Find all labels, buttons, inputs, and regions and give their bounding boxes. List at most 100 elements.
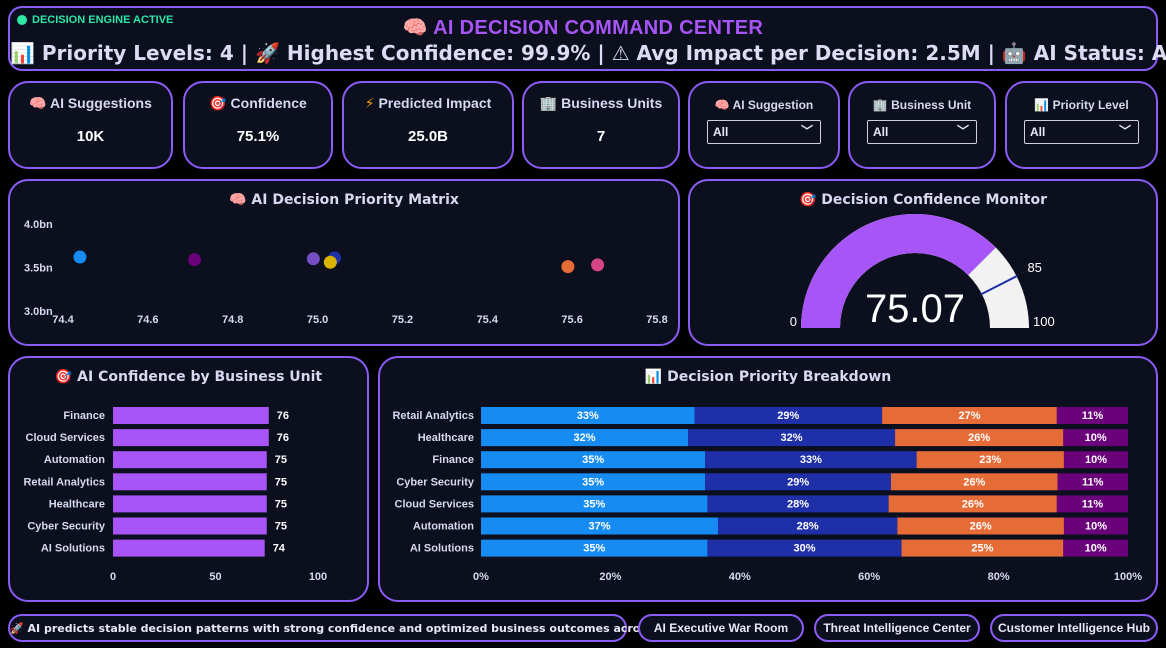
stacked-segment[interactable] [481,539,708,557]
nav-ai-executive-war-room[interactable]: AI Executive War Room [638,614,804,642]
scatter-point[interactable] [73,250,87,264]
stacked-segment[interactable] [707,495,889,513]
confidence-monitor-panel: 🎯 Decision Confidence Monitor 75.07 0 100 8… [688,179,1158,346]
category-label: Healthcare [49,498,105,510]
confidence-bar[interactable] [113,429,269,447]
stacked-segment[interactable] [1063,539,1128,557]
insight-banner: 🚀 AI predicts stable decision patterns w… [8,614,752,642]
x-tick-label: 0% [473,571,489,583]
category-label: Cyber Security [27,521,106,533]
nav-customer-intelligence-hub[interactable]: Customer Intelligence Hub [990,614,1158,642]
confidence-bar[interactable] [113,451,267,469]
segment-label: 33% [800,454,822,466]
page-subtitle: 📊 Priority Levels: 4 | 🚀 Highest Confide… [10,41,1166,65]
category-label: Retail Analytics [23,476,105,488]
stacked-segment[interactable] [481,517,719,535]
segment-label: 35% [583,543,605,555]
ai-suggestion-dropdown[interactable]: All ﹀ [707,120,821,144]
stacked-segment[interactable] [1063,517,1128,535]
segment-label: 11% [1082,410,1104,422]
stacked-segment[interactable] [707,539,902,557]
stacked-segment[interactable] [1056,495,1128,513]
x-tick-label: 75.0 [307,314,328,326]
building-icon: 🏢 [539,96,558,112]
stacked-segment[interactable] [897,517,1064,535]
scatter-point[interactable] [323,255,337,269]
stacked-segment[interactable] [481,429,689,447]
gauge-max-label: 100 [1033,314,1055,329]
confidence-bar[interactable] [113,517,267,535]
segment-label: 26% [962,498,984,510]
confidence-bar[interactable] [113,539,265,557]
stacked-segment[interactable] [890,473,1058,491]
segment-label: 35% [582,454,604,466]
stacked-segment[interactable] [916,451,1064,469]
scatter-point[interactable] [188,253,202,267]
chevron-down-icon: ﹀ [1118,124,1131,138]
category-label: Retail Analytics [392,410,474,422]
stacked-segment[interactable] [1057,473,1128,491]
lightning-icon: ⚡ [364,96,375,112]
business-unit-dropdown[interactable]: All ﹀ [867,120,977,144]
bar-value-label: 74 [273,543,286,555]
priority-breakdown-chart: Retail Analytics 33% 29% 27% 11% Healthcare 32… [392,407,1142,583]
segment-label: 33% [577,410,599,422]
bar-value-label: 75 [275,476,287,488]
stacked-segment[interactable] [481,473,706,491]
x-tick-label: 20% [599,571,621,583]
stacked-segment[interactable] [688,429,896,447]
stacked-segment[interactable] [888,495,1057,513]
kpi-card-predicted-impact: ⚡ Predicted Impact 25.0B [342,81,514,169]
stacked-segment[interactable] [1056,407,1128,424]
category-label: Healthcare [418,432,474,444]
kpi-label: Confidence [230,95,307,111]
dropdown-value: All [713,125,729,139]
filter-priority-level: 📊 Priority Level All ﹀ [1005,81,1158,169]
confidence-gauge: 75.07 0 100 85 [790,213,1055,331]
stacked-segment[interactable] [481,451,706,469]
filter-label: Business Unit [891,98,972,112]
header-banner: DECISION ENGINE ACTIVE 🧠 AI DECISION COM… [8,6,1166,71]
gauge-target-marker [980,274,1018,296]
scatter-point[interactable] [306,252,320,266]
stacked-segment[interactable] [1063,429,1128,447]
segment-label: 35% [582,476,604,488]
category-label: Cyber Security [396,476,475,488]
page-title-text: AI DECISION COMMAND CENTER [433,17,764,39]
bar-value-label: 75 [275,498,287,510]
stacked-segment[interactable] [1063,451,1128,469]
x-tick-label: 0 [110,571,116,583]
stacked-segment[interactable] [694,407,883,424]
filter-business-unit: 🏢 Business Unit All ﹀ [848,81,996,169]
scatter-point[interactable] [591,258,605,272]
confidence-bar[interactable] [113,407,269,424]
stacked-segment[interactable] [718,517,898,535]
stacked-segment[interactable] [705,473,891,491]
confidence-monitor-title: 🎯 Decision Confidence Monitor [798,192,1048,208]
stacked-segment[interactable] [901,539,1064,557]
segment-label: 10% [1085,454,1107,466]
stacked-segment[interactable] [882,407,1057,424]
segment-label: 32% [781,432,803,444]
chevron-down-icon: ﹀ [800,124,813,138]
stacked-segment[interactable] [481,495,708,513]
segment-label: 11% [1082,476,1104,488]
confidence-bar[interactable] [113,495,267,513]
category-label: Cloud Services [395,498,474,510]
stacked-segment[interactable] [895,429,1064,447]
stacked-segment[interactable] [481,407,695,424]
nav-threat-intelligence-center[interactable]: Threat Intelligence Center [814,614,980,642]
scatter-point[interactable] [561,260,575,274]
segment-label: 37% [588,521,610,533]
confidence-by-unit-title: 🎯 AI Confidence by Business Unit [54,369,323,385]
building-icon: 🏢 [872,98,888,112]
dropdown-value: All [873,125,889,139]
category-label: AI Solutions [410,543,474,555]
priority-level-dropdown[interactable]: All ﹀ [1024,120,1139,144]
stacked-segment[interactable] [705,451,917,469]
gauge-target-label: 85 [1027,260,1041,275]
segment-label: 29% [777,410,799,422]
status-badge: DECISION ENGINE ACTIVE [17,14,173,26]
confidence-bar[interactable] [113,473,267,491]
